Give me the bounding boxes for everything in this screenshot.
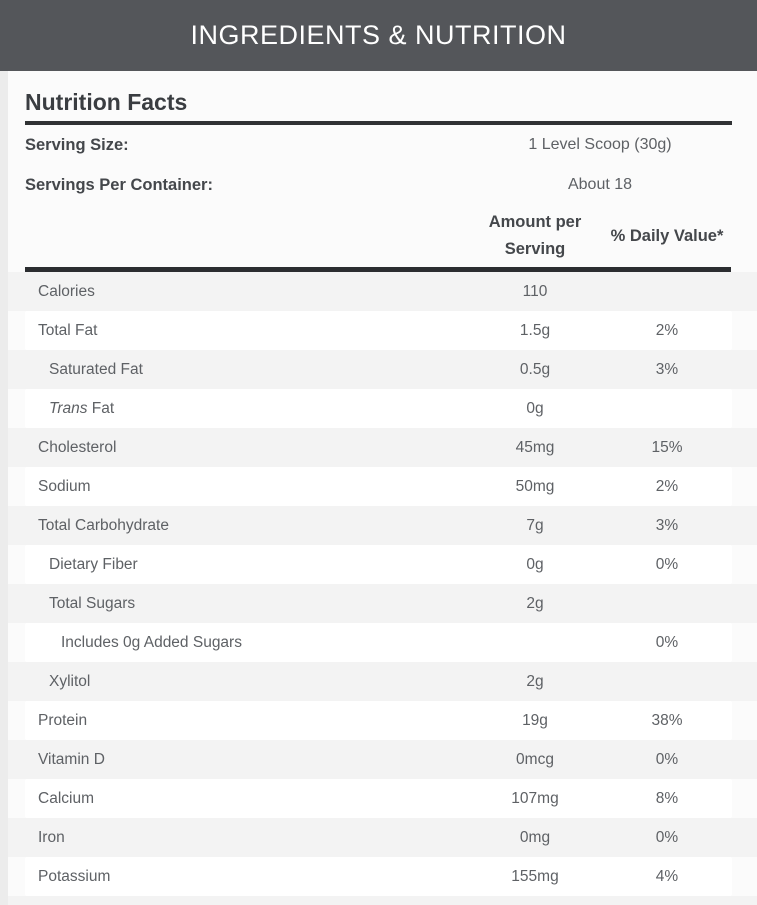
row-amount: 0mg (519, 828, 551, 846)
row-daily-value: 2% (655, 477, 679, 495)
amount-column-header-text: Amount per Serving (488, 213, 582, 258)
table-top-divider (25, 267, 731, 272)
section-header-bar: INGREDIENTS & NUTRITION (0, 0, 757, 71)
row-label: Sodium (38, 477, 91, 495)
row-label: Potassium (38, 867, 111, 885)
row-daily-value: 3% (655, 516, 679, 534)
row-daily-value: 2% (655, 321, 679, 339)
row-label: Saturated Fat (49, 360, 143, 378)
table-row: Cholesterol 45mg 15% (8, 428, 757, 467)
servings-per-container-row: Servings Per Container: About 18 (25, 165, 732, 205)
row-amount: 0mcg (516, 750, 554, 768)
table-row: Total Sugars 2g (8, 584, 757, 623)
table-row-inner: Protein 19g 38% (25, 701, 732, 740)
row-amount: 2g (526, 594, 544, 612)
row-amount: 0g (526, 555, 544, 573)
title-divider (25, 121, 732, 125)
row-amount: 1.5g (519, 321, 551, 339)
row-label: Calories (38, 282, 95, 300)
row-amount: 110 (522, 282, 548, 300)
table-row: Potassium 155mg 4% (8, 857, 757, 896)
table-row-inner: Vitamin D 0mcg 0% (25, 740, 732, 779)
row-amount: 0g (526, 399, 544, 417)
table-row-inner: Calcium 107mg 8% (25, 779, 732, 818)
table-row: Xylitol 2g (8, 662, 757, 701)
nutrition-panel: Nutrition Facts Serving Size: 1 Level Sc… (8, 71, 757, 905)
table-row-inner: Trans Fat 0g (25, 389, 732, 428)
table-row: Calories 110 (8, 272, 757, 311)
row-label: Total Carbohydrate (38, 516, 169, 534)
table-row-inner: Dietary Fiber 0g 0% (25, 545, 732, 584)
table-row: Iron 0mg 0% (8, 818, 757, 857)
row-amount: 19g (522, 711, 548, 729)
row-label: Vitamin D (38, 750, 105, 768)
row-label: Trans Fat (49, 399, 115, 417)
table-row: Calcium 107mg 8% (8, 779, 757, 818)
row-label: Protein (38, 711, 88, 729)
nutrition-facts-title: Nutrition Facts (25, 89, 188, 115)
row-daily-value: 0% (655, 633, 679, 651)
table-row-inner: Xylitol 2g (25, 662, 732, 701)
row-amount: 0.5g (519, 360, 551, 378)
table-row: Saturated Fat 0.5g 3% (8, 350, 757, 389)
row-label: Cholesterol (38, 438, 117, 456)
row-daily-value: 15% (651, 438, 683, 456)
table-row-inner: Calories 110 (25, 272, 732, 311)
daily-value-column-header: % Daily Value* (611, 227, 724, 246)
table-row: Includes 0g Added Sugars 0% (8, 623, 757, 662)
table-row: Protein 19g 38% (8, 701, 757, 740)
table-row-inner: Saturated Fat 0.5g 3% (25, 350, 732, 389)
table-row: Trans Fat 0g (8, 389, 757, 428)
row-label: Calcium (38, 789, 94, 807)
row-label: Total Sugars (49, 594, 136, 612)
table-row-inner: Sodium 50mg 2% (25, 467, 732, 506)
serving-size-label: Serving Size: (25, 135, 129, 154)
row-label: Xylitol (49, 672, 91, 690)
serving-size-row: Serving Size: 1 Level Scoop (30g) (25, 125, 732, 165)
daily-value-column-header-text: % Daily Value* (610, 226, 724, 245)
table-row: Dietary Fiber 0g 0% (8, 545, 757, 584)
row-amount: 45mg (515, 438, 555, 456)
row-amount: 155mg (511, 867, 559, 885)
row-daily-value: 3% (655, 360, 679, 378)
row-daily-value: 38% (651, 711, 683, 729)
row-daily-value: 0% (655, 750, 679, 768)
row-daily-value: 4% (655, 867, 679, 885)
table-cutoff-strip (8, 896, 757, 905)
row-label: Iron (38, 828, 65, 846)
table-row-inner: Total Fat 1.5g 2% (25, 311, 732, 350)
column-header-row: Amount per Serving % Daily Value* (25, 205, 732, 267)
table-row: Total Carbohydrate 7g 3% (8, 506, 757, 545)
row-amount: 7g (526, 516, 544, 534)
table-row-inner: Cholesterol 45mg 15% (25, 428, 732, 467)
row-amount: 50mg (515, 477, 555, 495)
row-label: Total Fat (38, 321, 98, 339)
section-title: INGREDIENTS & NUTRITION (190, 20, 567, 50)
nutrition-facts-header: Nutrition Facts Serving Size: 1 Level Sc… (8, 71, 757, 267)
row-amount: 107mg (511, 789, 559, 807)
row-daily-value: 0% (655, 555, 679, 573)
table-row-inner: Iron 0mg 0% (25, 818, 732, 857)
row-label: Includes 0g Added Sugars (61, 633, 242, 651)
servings-per-container-label: Servings Per Container: (25, 175, 213, 194)
amount-column-header: Amount per Serving (435, 209, 635, 263)
table-row-inner: Total Sugars 2g (25, 584, 732, 623)
servings-per-container-value: About 18 (567, 176, 633, 193)
table-row: Vitamin D 0mcg 0% (8, 740, 757, 779)
row-daily-value: 8% (655, 789, 679, 807)
row-amount: 2g (526, 672, 544, 690)
row-label: Dietary Fiber (49, 555, 138, 573)
table-row-inner: Total Carbohydrate 7g 3% (25, 506, 732, 545)
nutrition-table: Calories 110 Total Fat 1.5g 2% Saturated… (8, 272, 757, 896)
table-row: Sodium 50mg 2% (8, 467, 757, 506)
table-row: Total Fat 1.5g 2% (8, 311, 757, 350)
serving-size-value: 1 Level Scoop (30g) (528, 136, 672, 153)
table-row-inner: Potassium 155mg 4% (25, 857, 732, 896)
row-daily-value: 0% (655, 828, 679, 846)
table-row-inner: Includes 0g Added Sugars 0% (25, 623, 732, 662)
